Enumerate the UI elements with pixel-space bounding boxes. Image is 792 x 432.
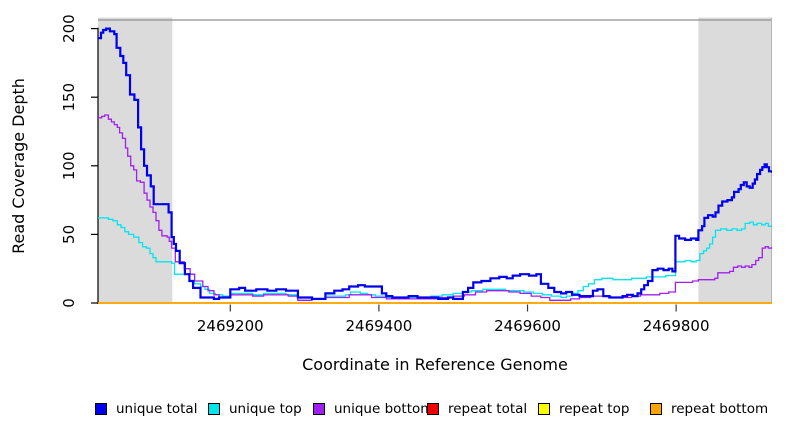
y-tick-label: 50 (60, 225, 78, 244)
legend-label: repeat total (448, 401, 528, 417)
legend-item-repeat-total: repeat total (427, 401, 527, 417)
shaded-regions (98, 17, 772, 303)
legend-label: repeat top (559, 401, 630, 417)
y-tick-label: 200 (60, 14, 78, 43)
x-tick-label: 2469400 (345, 317, 412, 335)
legend-swatch-unique-total (95, 403, 107, 415)
legend-swatch-unique-top (208, 403, 220, 415)
y-axis-title: Read Coverage Depth (9, 78, 28, 254)
series-unique-bottom (98, 114, 772, 301)
y-tick-label: 100 (60, 151, 78, 180)
legend-swatch-repeat-total (427, 403, 439, 415)
legend-label: unique bottom (334, 401, 434, 417)
series-unique-top (98, 217, 772, 301)
axes: 0 50 100 150 200 2469200 2469400 2469600 2469800 (60, 14, 710, 335)
series-unique-total (98, 27, 772, 300)
chart-canvas: 0 50 100 150 200 2469200 2469400 2469600 2469800… (9, 14, 772, 374)
legend-swatch-repeat-bottom (650, 403, 662, 415)
legend-label: unique total (116, 401, 198, 417)
legend-item-repeat-bottom: repeat bottom (650, 401, 768, 417)
legend-label: unique top (229, 401, 302, 417)
legend-swatch-repeat-top (538, 403, 550, 415)
legend-item-unique-total: unique total (95, 401, 197, 417)
legend-item-unique-top: unique top (208, 401, 302, 417)
shaded-region-1 (698, 17, 772, 303)
x-axis-title: Coordinate in Reference Genome (302, 355, 568, 374)
x-tick-label: 2469200 (197, 317, 264, 335)
legend-swatch-unique-bottom (313, 403, 325, 415)
x-tick-label: 2469800 (643, 317, 710, 335)
legend: unique total unique top unique bottom repea… (0, 401, 792, 423)
shaded-region-0 (98, 17, 173, 303)
y-tick-label: 0 (60, 298, 78, 308)
x-tick-label: 2469600 (494, 317, 561, 335)
legend-item-unique-bottom: unique bottom (313, 401, 433, 417)
data-series (98, 27, 772, 304)
legend-item-repeat-top: repeat top (538, 401, 629, 417)
y-tick-label: 150 (60, 83, 78, 112)
legend-label: repeat bottom (671, 401, 769, 417)
